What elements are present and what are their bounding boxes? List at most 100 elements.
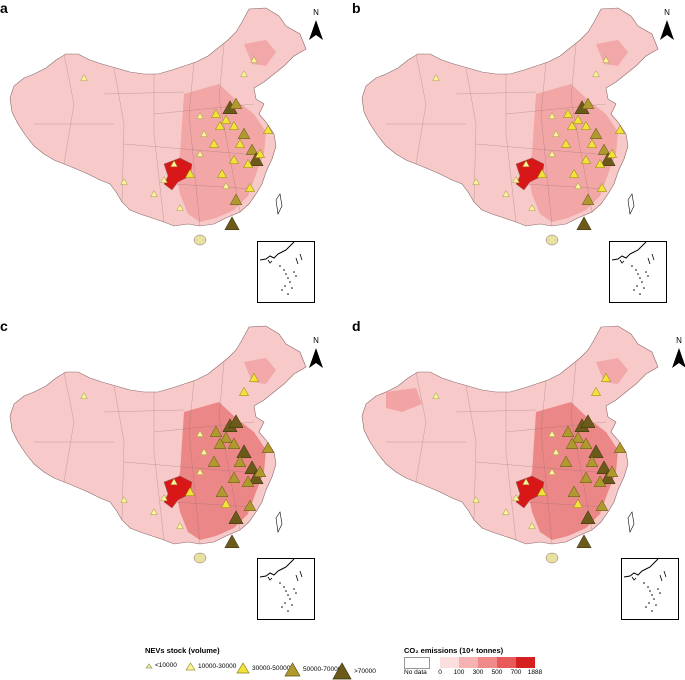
nev-marker-icon [562,108,574,118]
nev-marker-icon [234,138,246,148]
nev-marker-icon [170,160,178,167]
nev-marker-icon [596,182,608,192]
province-border [153,74,165,223]
nev-marker-icon [184,168,196,178]
nev-marker-icon [548,150,556,157]
nev-marker-icon [80,74,88,81]
nev-marker-icon [216,168,228,178]
nev-marker-icon [572,114,584,124]
nev-marker-icon [581,97,595,109]
province-border [475,143,597,155]
northeast-region [244,40,276,66]
nev-marker-icon [522,478,530,485]
map-group [9,7,307,246]
nev-legend-label: <10000 [155,662,177,669]
nev-marker-icon [571,431,585,443]
nev-marker-icon [209,425,223,437]
nev-marker-icon [590,386,602,396]
nev-marker-icon [552,130,560,137]
nev-marker-icon [522,160,530,167]
map-group [361,325,659,564]
xinjiang-region [386,388,422,412]
province-border [525,501,607,508]
nev-marker-icon [596,460,612,475]
province-border [103,91,185,95]
province-border [113,385,125,521]
co2-tick-label: 1888 [527,669,543,676]
nev-legend-label: >70000 [354,667,376,675]
nev-marker-icon [586,138,598,148]
nev-legend-label: 10000-30000 [198,663,237,670]
nev-marker-icon [150,508,158,515]
nev-marker-icon [548,468,556,475]
nev-marker-icon [229,193,243,205]
china-map [361,7,659,246]
nev-marker-icon [502,190,510,197]
co2-tick-label: 700 [510,669,522,676]
nev-marker-icon [227,437,241,449]
hainan-island [545,552,559,564]
province-border [153,392,165,541]
nev-marker-icon [196,430,204,437]
panel-label: a [0,0,8,16]
nev-marker-icon [220,114,232,124]
nev-marker-icon [240,70,248,77]
co2-tick-label: 100 [453,669,465,676]
nev-marker-icon [512,176,520,183]
nev-marker-icon [215,485,229,497]
nodata-swatch [404,657,430,669]
province-border [113,67,125,203]
nev-legend-item: 10000-30000 [185,662,236,671]
nev-marker-icon [528,522,536,529]
province-border [218,43,241,213]
nev-marker-icon [602,56,610,63]
province-border [188,379,201,545]
nev-marker-icon [238,386,250,396]
south-china-sea-inset [621,558,679,620]
map-panel-b: b N [352,0,684,303]
nev-marker-icon [176,522,184,529]
nev-marker-icon [559,455,573,467]
nev-marker-icon [580,154,592,164]
nev-marker-icon [592,70,600,77]
nev-marker-icon [248,372,260,382]
nev-marker-icon [222,182,230,189]
province-border [63,53,75,165]
co2-tick-label: 300 [472,669,484,676]
nev-marker-icon [224,216,240,231]
nev-marker-icon [576,216,592,231]
nev-marker-icon [241,475,255,487]
province-border [103,409,185,413]
nev-legend-item: 50000-70000 [284,662,341,677]
north-label: N [676,336,682,345]
north-arrow-icon: N [306,336,326,370]
nev-legend-item: <10000 [145,662,177,669]
northeast-region [596,40,628,66]
nev-marker-icon [472,178,480,185]
province-border [465,67,477,203]
map-panel-c: c N [0,318,332,620]
nev-marker-icon [595,499,609,511]
nev-marker-icon [560,138,572,148]
nev-marker-icon [580,510,596,525]
north-arrow-icon: N [306,8,326,42]
north-arrow-icon: N [669,336,685,370]
province-border [415,371,427,483]
nev-marker-icon [208,138,220,148]
nev-marker-icon [254,148,266,158]
country-shape [9,7,307,227]
nev-marker-icon [585,455,599,467]
nev-marker-icon [472,496,480,503]
country-shape [361,325,659,545]
co2-swatch [478,657,497,668]
nev-marker-icon [228,120,240,130]
north-arrow-icon: N [657,8,677,42]
co2-legend-title: CO₂ emissions (10⁴ tonnes) [404,646,504,655]
triangle-icon [236,662,250,674]
nev-legend-item: >70000 [332,662,376,680]
province-border [188,61,201,227]
province-border [173,501,255,508]
nev-marker-icon [244,460,260,475]
nev-marker-icon [219,431,233,443]
south-china-sea-inset [257,241,315,303]
